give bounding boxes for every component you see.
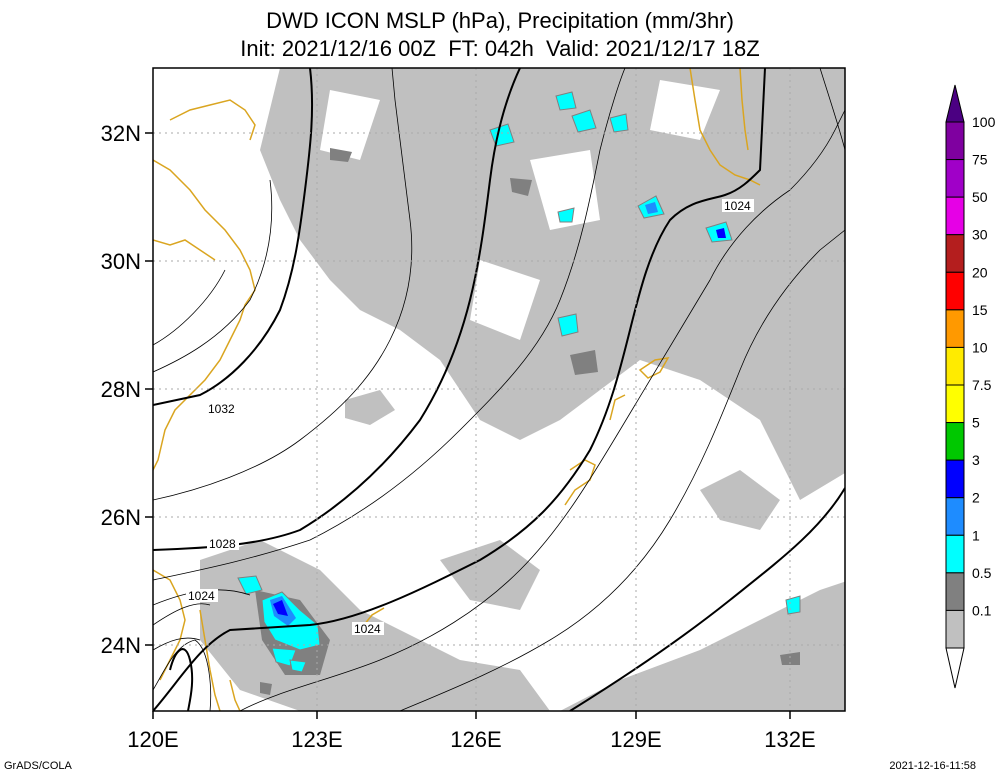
lat-label-30n: 30N: [101, 249, 141, 274]
colorbar-swatch: [945, 497, 965, 536]
map-grid: [153, 68, 845, 711]
colorbar-label: 7.5: [972, 377, 992, 393]
colorbar-swatch: [945, 534, 965, 574]
colorbar-label: 75: [972, 152, 988, 168]
axis-ticks: [145, 132, 791, 719]
colorbar-swatch: [945, 196, 965, 236]
lon-label-123e: 123E: [291, 727, 342, 752]
footer-credit: GrADS/COLA: [4, 760, 72, 772]
colorbar-swatch: [945, 271, 965, 311]
colorbar-swatch: [945, 309, 965, 348]
lon-label-129e: 129E: [610, 727, 661, 752]
colorbar-swatch: [945, 346, 965, 386]
map-plot-area: 1032 1028 1024 1024 1024: [153, 68, 845, 711]
colorbar-label: 50: [972, 189, 988, 205]
longitude-labels: 120E 123E 126E 129E 132E: [127, 727, 815, 752]
isobar-label-1024-north: 1024: [724, 199, 751, 213]
colorbar-label: 1: [972, 527, 980, 543]
colorbar-label: 10: [972, 339, 988, 355]
colorbar-label: 15: [972, 302, 988, 318]
colorbar-label: 2: [972, 490, 980, 506]
colorbar-label: 0.5: [972, 565, 992, 581]
colorbar-label: 3: [972, 452, 980, 468]
lat-label-32n: 32N: [101, 121, 141, 146]
lon-label-120e: 120E: [127, 727, 178, 752]
colorbar-swatch: [945, 572, 965, 611]
lat-label-26n: 26N: [101, 505, 141, 530]
isobar-labels: 1032 1028 1024 1024 1024: [186, 199, 754, 636]
lat-label-24n: 24N: [101, 633, 141, 658]
colorbar-label: 30: [972, 227, 988, 243]
footer-timestamp: 2021-12-16-11:58: [889, 760, 976, 772]
colorbar-swatch: [945, 609, 965, 649]
colorbar-label: 5: [972, 415, 980, 431]
colorbar-swatch: [945, 234, 965, 273]
precip-blue-area: [270, 202, 726, 626]
isobars: [153, 68, 845, 711]
lon-label-132e: 132E: [764, 727, 815, 752]
lat-label-28n: 28N: [101, 377, 141, 402]
isobar-label-1024-west: 1024: [188, 589, 215, 603]
colorbar-bottom-arrow: [945, 647, 965, 689]
map-title-line2: Init: 2021/12/16 00Z FT: 042h Valid: 202…: [240, 36, 760, 61]
map-title-line1: DWD ICON MSLP (hPa), Precipitation (mm/3…: [266, 8, 734, 33]
colorbar-label: 100: [972, 114, 996, 130]
lon-label-126e: 126E: [450, 727, 501, 752]
colorbar-swatch: [945, 159, 965, 198]
isobar-label-1028: 1028: [209, 537, 236, 551]
isobar-label-1032: 1032: [208, 402, 235, 416]
isobar-label-1024-center: 1024: [354, 622, 381, 636]
coastlines: [153, 68, 761, 711]
colorbar-label: 0.1: [972, 602, 992, 618]
latitude-labels: 24N 26N 28N 30N 32N: [101, 121, 141, 658]
precip-gaps: [320, 80, 720, 340]
colorbar-label: 20: [972, 264, 988, 280]
colorbar-swatch: [945, 459, 965, 499]
precip-colorbar: 100 75 50 30 20 15 10 7.5 5 3 2 1 0.5 0.1: [945, 84, 996, 689]
colorbar-swatch: [945, 121, 965, 161]
colorbar-top-arrow: [945, 84, 965, 123]
colorbar-swatch: [945, 422, 965, 461]
colorbar-swatch: [945, 384, 965, 424]
